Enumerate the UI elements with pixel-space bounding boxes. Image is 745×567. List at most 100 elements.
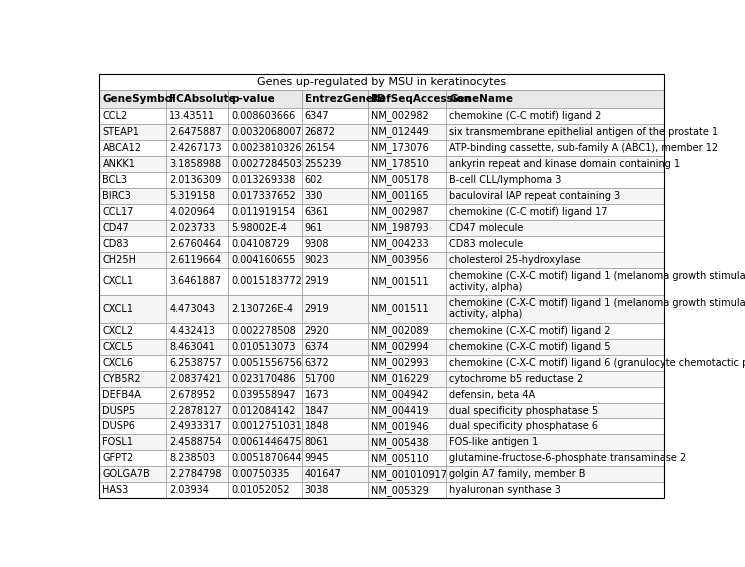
Bar <box>166 451 228 467</box>
Bar <box>446 387 665 403</box>
Bar <box>302 220 368 236</box>
Bar <box>368 370 446 387</box>
Text: chemokine (C-X-C motif) ligand 5: chemokine (C-X-C motif) ligand 5 <box>449 341 611 352</box>
Bar <box>99 354 166 370</box>
Text: 51700: 51700 <box>305 374 335 383</box>
Bar <box>228 188 302 204</box>
Text: 0.002278508: 0.002278508 <box>231 325 296 336</box>
Bar <box>446 156 665 172</box>
Text: NM_002987: NM_002987 <box>371 206 429 217</box>
Text: cholesterol 25-hydroxylase: cholesterol 25-hydroxylase <box>449 255 581 265</box>
Bar <box>99 172 166 188</box>
Bar <box>99 108 166 124</box>
Text: 0.0051556756: 0.0051556756 <box>231 358 302 367</box>
Text: NM_001511: NM_001511 <box>371 276 429 287</box>
Text: 2.4933317: 2.4933317 <box>169 421 221 431</box>
Bar <box>99 434 166 451</box>
Bar <box>368 295 446 323</box>
Bar <box>302 124 368 140</box>
Bar <box>368 252 446 268</box>
Text: 2.2878127: 2.2878127 <box>169 405 222 416</box>
Bar <box>228 172 302 188</box>
Text: NM_004942: NM_004942 <box>371 389 429 400</box>
Bar <box>228 156 302 172</box>
Bar <box>446 451 665 467</box>
Text: GeneName: GeneName <box>449 94 513 104</box>
Bar <box>302 467 368 483</box>
Bar <box>368 172 446 188</box>
Text: 2919: 2919 <box>305 304 329 314</box>
Text: 2919: 2919 <box>305 277 329 286</box>
Bar <box>228 268 302 295</box>
Text: defensin, beta 4A: defensin, beta 4A <box>449 390 536 400</box>
Bar <box>302 140 368 156</box>
Bar <box>166 124 228 140</box>
Text: 0.0027284503: 0.0027284503 <box>231 159 302 169</box>
Bar <box>302 236 368 252</box>
Bar <box>166 467 228 483</box>
Text: 0.008603666: 0.008603666 <box>231 111 296 121</box>
Bar <box>446 403 665 418</box>
Text: 2.678952: 2.678952 <box>169 390 215 400</box>
Text: 2.023733: 2.023733 <box>169 223 215 233</box>
Text: 255239: 255239 <box>305 159 342 169</box>
Bar <box>446 108 665 124</box>
Bar <box>99 220 166 236</box>
Bar <box>166 140 228 156</box>
Text: NM_002982: NM_002982 <box>371 111 429 121</box>
Text: golgin A7 family, member B: golgin A7 family, member B <box>449 469 586 480</box>
Text: CYB5R2: CYB5R2 <box>102 374 141 383</box>
Text: 401647: 401647 <box>305 469 341 480</box>
Text: NM_001010917: NM_001010917 <box>371 469 447 480</box>
Text: CD83 molecule: CD83 molecule <box>449 239 524 249</box>
Bar <box>166 483 228 498</box>
Text: STEAP1: STEAP1 <box>102 127 139 137</box>
Bar <box>228 295 302 323</box>
Text: 0.0015183772: 0.0015183772 <box>231 277 302 286</box>
Bar <box>228 387 302 403</box>
Text: 0.0061446475: 0.0061446475 <box>231 438 302 447</box>
Text: CCL2: CCL2 <box>102 111 127 121</box>
Text: 8061: 8061 <box>305 438 329 447</box>
Text: 2.0136309: 2.0136309 <box>169 175 221 185</box>
Text: GFPT2: GFPT2 <box>102 454 133 463</box>
Bar <box>228 403 302 418</box>
Bar <box>99 74 665 90</box>
Bar <box>166 295 228 323</box>
Text: 9023: 9023 <box>305 255 329 265</box>
Text: HAS3: HAS3 <box>102 485 129 496</box>
Bar <box>302 483 368 498</box>
Bar <box>228 204 302 220</box>
Bar <box>99 403 166 418</box>
Text: 0.0023810326: 0.0023810326 <box>231 143 302 153</box>
Bar <box>368 338 446 354</box>
Bar <box>302 268 368 295</box>
Text: NM_005110: NM_005110 <box>371 453 429 464</box>
Bar <box>446 418 665 434</box>
Bar <box>368 108 446 124</box>
Bar <box>166 172 228 188</box>
Text: NM_002089: NM_002089 <box>371 325 429 336</box>
Bar <box>99 124 166 140</box>
Bar <box>302 451 368 467</box>
Text: Genes up-regulated by MSU in keratinocytes: Genes up-regulated by MSU in keratinocyt… <box>257 77 507 87</box>
Text: 0.0012751031: 0.0012751031 <box>231 421 302 431</box>
Text: FOS-like antigen 1: FOS-like antigen 1 <box>449 438 539 447</box>
Text: FCAbsolute: FCAbsolute <box>169 94 236 104</box>
Text: 9308: 9308 <box>305 239 329 249</box>
Text: 0.0032068007: 0.0032068007 <box>231 127 302 137</box>
Text: 4.020964: 4.020964 <box>169 207 215 217</box>
Text: CCL17: CCL17 <box>102 207 134 217</box>
Text: 2.4588754: 2.4588754 <box>169 438 221 447</box>
Bar <box>446 188 665 204</box>
Text: 0.013269338: 0.013269338 <box>231 175 296 185</box>
Bar <box>228 108 302 124</box>
Text: 0.012084142: 0.012084142 <box>231 405 296 416</box>
Text: 5.319158: 5.319158 <box>169 191 215 201</box>
Text: 26154: 26154 <box>305 143 335 153</box>
Bar <box>166 204 228 220</box>
Text: EntrezGeneID: EntrezGeneID <box>305 94 385 104</box>
Text: dual specificity phosphatase 5: dual specificity phosphatase 5 <box>449 405 598 416</box>
Text: NM_004233: NM_004233 <box>371 238 429 249</box>
Bar <box>368 323 446 338</box>
